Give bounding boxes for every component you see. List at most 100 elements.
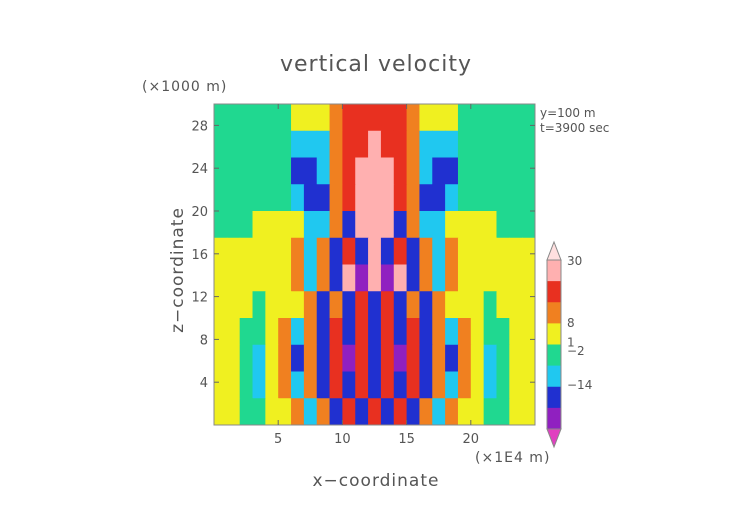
field-cell [419,211,433,239]
field-cell [278,130,292,158]
field-cell [355,237,369,265]
field-cell [445,104,459,132]
x-tick-label: 10 [334,432,351,447]
y-tick-label: 24 [191,162,208,177]
colorbar [546,240,562,449]
annotation: t=3900 sec [540,121,609,135]
field-cell [470,157,485,185]
field-cell [368,318,382,346]
field-cell [316,291,331,319]
field-cell [406,237,420,265]
x-tick-label: 5 [274,432,282,447]
field-cell [457,211,472,239]
field-cell [432,344,446,372]
field-cell [291,104,305,132]
field-cell [483,157,497,185]
colorbar-segment [547,386,561,409]
colorbar-label: 1 [567,336,575,350]
field-cell [342,371,356,399]
field-cell [483,291,497,319]
field-cell [291,318,305,346]
field-cell [355,398,369,426]
field-cell [355,264,369,292]
field-cell [239,318,254,346]
x-axis: 5 10 15 20 [274,104,479,447]
field-cell [252,291,266,319]
field-cell [406,291,420,319]
field-cell [483,264,497,292]
field-cell [483,398,497,426]
colorbar-segment [547,302,561,324]
field-cell [509,291,523,319]
field-cell [470,237,485,265]
field-cell [406,371,420,399]
field-cell [239,398,254,426]
field-cell [329,211,343,239]
field-cell [252,371,266,399]
field-cell [265,237,279,265]
field-cell [432,398,446,426]
field-cell [239,184,254,212]
field-cell [406,211,420,239]
field-cell [226,344,241,372]
field-cell [226,398,241,426]
field-cell [457,318,472,346]
field-cell [329,318,343,346]
field-cell [522,291,536,319]
y-tick-label: 20 [191,205,208,220]
field-cell [406,130,420,158]
field-cell [419,104,433,132]
colorbar-segment [547,281,561,303]
field-cell [265,344,279,372]
field-cell [329,184,343,212]
y-axis-label: z−coordinate [168,207,188,333]
field-cell [214,211,228,239]
field-cell [316,237,331,265]
x-axis-label: x−coordinate [313,471,440,491]
field-cell [239,157,254,185]
field-cell [278,237,292,265]
field-cell [496,344,510,372]
field-cell [214,184,228,212]
field-cell [265,318,279,346]
field-cell [419,291,433,319]
field-cell [291,130,305,158]
field-cell [445,157,459,185]
field-cell [291,157,305,185]
field-cell [445,318,459,346]
field-cell [226,371,241,399]
field-cell [445,291,459,319]
field-cell [445,211,459,239]
field-cell [483,371,497,399]
field-cell [419,344,433,372]
annotation: y=100 m [540,106,596,120]
field-cell [496,157,510,185]
field-cell [393,130,408,158]
x-tick-label: 15 [398,432,415,447]
field-cell [483,318,497,346]
field-cell [432,184,446,212]
field-cell [419,318,433,346]
field-cell [329,104,343,132]
field-cell [445,130,459,158]
field-cell [316,157,331,185]
colorbar-label: 30 [567,254,582,268]
field-cell [368,184,382,212]
field-cell [380,104,395,132]
field-cell [342,104,356,132]
field-cell [380,237,395,265]
field-cell [432,130,446,158]
field-cell [291,291,305,319]
y-tick-label: 8 [200,333,208,348]
field-cell [432,291,446,319]
field-cell [509,371,523,399]
field-cell [457,371,472,399]
colorbar-label: −2 [567,344,585,358]
field-cell [522,157,536,185]
field-cell [355,371,369,399]
field-cell [509,184,523,212]
field-cell [393,157,408,185]
field-cell [214,291,228,319]
field-cell [380,398,395,426]
field-cell [470,184,485,212]
